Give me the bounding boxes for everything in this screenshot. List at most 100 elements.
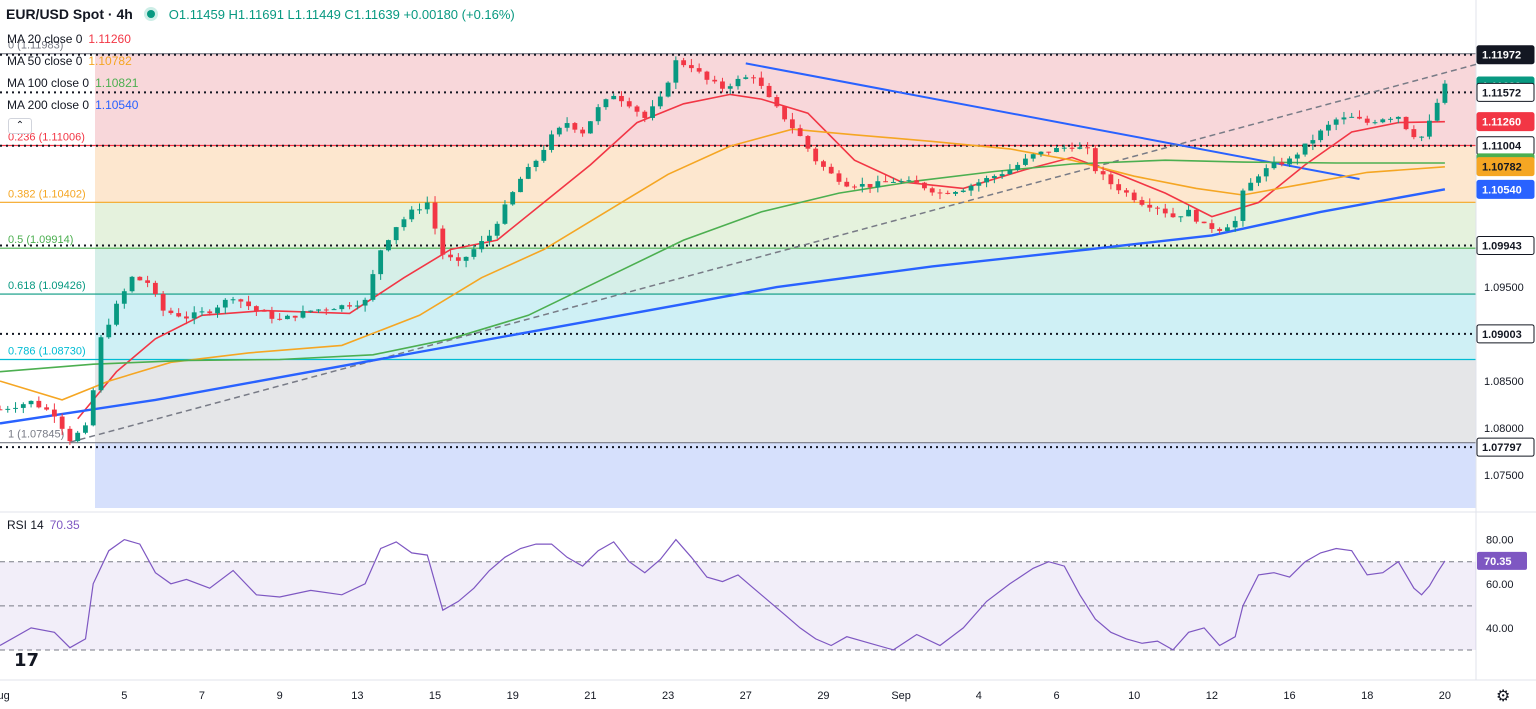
x-tick-label: 10: [1128, 690, 1140, 702]
candle-body: [766, 85, 772, 98]
candle-body: [59, 416, 65, 429]
candle-body: [230, 299, 236, 301]
candle-body: [463, 256, 469, 261]
candle-body: [1116, 184, 1122, 191]
price-tag-label: 1.11572: [1482, 87, 1521, 99]
candle-body: [222, 299, 228, 308]
x-tick-label: 13: [351, 690, 363, 702]
price-tag-box: [1476, 157, 1535, 177]
candle-body: [386, 240, 391, 251]
candle-body: [98, 337, 104, 391]
candle-body: [751, 77, 756, 79]
candle-body: [782, 106, 788, 120]
settings-gear-icon[interactable]: ⚙: [1496, 688, 1511, 705]
fib-zone: [95, 145, 1476, 203]
candle-body: [720, 81, 725, 89]
candle-body: [867, 183, 873, 188]
price-tag-box: [1476, 235, 1535, 255]
candle-body: [549, 134, 554, 150]
symbol-title[interactable]: EUR/USD Spot · 4h: [6, 6, 133, 22]
candle-body: [657, 96, 663, 107]
candle-body: [805, 136, 811, 149]
candle-body: [176, 313, 182, 317]
candle-body: [354, 305, 360, 307]
candle-body: [1131, 192, 1137, 201]
candle-body: [51, 409, 57, 417]
candle-body: [1279, 162, 1285, 165]
candle-body: [1403, 116, 1409, 130]
candle-body: [696, 68, 702, 72]
chart-header: EUR/USD Spot · 4h O1.11459 H1.11691 L1.1…: [6, 6, 515, 22]
ma-20-value: 1.11260: [88, 32, 131, 46]
price-tag: 1.07797: [1476, 437, 1535, 457]
x-tick-label: 20: [1439, 690, 1451, 702]
candle-body: [603, 99, 609, 108]
candle-body: [634, 106, 640, 112]
collapse-legend-button[interactable]: ⌃: [8, 118, 32, 134]
candle-body: [1077, 147, 1083, 149]
candle-body: [945, 192, 951, 194]
price-tag-label: 1.11004: [1482, 141, 1522, 153]
candle-body: [1178, 216, 1184, 218]
candle-body: [1108, 174, 1114, 185]
candle-body: [906, 180, 912, 182]
candle-body: [789, 119, 795, 129]
ma-20-legend[interactable]: MA 20 close 0 1.11260: [7, 32, 131, 46]
fib-label: 0.618 (1.09426): [8, 280, 86, 292]
candle-body: [673, 60, 679, 83]
candle-body: [774, 97, 780, 107]
candle-body: [1364, 118, 1370, 123]
ma-100-legend[interactable]: MA 100 close 0 1.10821: [7, 76, 138, 90]
candle-body: [1038, 151, 1044, 155]
y-tick-label: 1.08500: [1484, 376, 1524, 388]
candle-body: [968, 185, 974, 191]
fib-zone: [95, 53, 1476, 146]
candle-body: [587, 121, 593, 134]
candle-body: [5, 408, 11, 410]
candle-body: [914, 180, 920, 183]
candle-body: [1310, 140, 1316, 144]
x-tick-label: 6: [1053, 690, 1059, 702]
candle-body: [1193, 209, 1199, 222]
fib-label: 0.786 (1.08730): [8, 345, 86, 357]
x-tick-label: 27: [740, 690, 752, 702]
candle-body: [650, 106, 655, 118]
candle-body: [510, 192, 516, 205]
candle-body: [572, 123, 578, 130]
candle-body: [960, 190, 966, 192]
candle-body: [727, 86, 733, 89]
candle-body: [323, 309, 329, 311]
ma-200-legend[interactable]: MA 200 close 0 1.10540: [7, 98, 138, 112]
candle-body: [1170, 213, 1176, 218]
candle-body: [401, 219, 407, 228]
x-tick-label: Sep: [891, 690, 911, 702]
candle-body: [191, 312, 197, 319]
rsi-value-tag: [1477, 551, 1527, 570]
candle-body: [1069, 147, 1075, 149]
candle-body: [556, 127, 562, 135]
candle-body: [525, 167, 531, 179]
candle-body: [976, 182, 982, 186]
candle-body: [1263, 168, 1269, 177]
candle-body: [883, 181, 889, 183]
tradingview-logo: 17: [14, 650, 40, 671]
ma-200-label: MA 200 close 0: [7, 98, 90, 112]
rsi-legend[interactable]: RSI 14 70.35: [7, 518, 80, 532]
candle-body: [137, 276, 143, 281]
candle-body: [844, 181, 850, 187]
candle-body: [253, 306, 259, 311]
market-status-dot: [146, 10, 155, 18]
price-tag-label: 1.11972: [1482, 50, 1521, 62]
ma-50-legend[interactable]: MA 50 close 0 1.10782: [7, 54, 132, 68]
price-tag-label: 1.09943: [1482, 240, 1522, 252]
candle-body: [160, 293, 166, 311]
candle-body: [285, 315, 290, 320]
candle-body: [1434, 102, 1440, 121]
candle-body: [859, 183, 865, 187]
ma-200-value: 1.10540: [95, 98, 139, 112]
candle-body: [1201, 221, 1207, 224]
candle-body: [595, 107, 601, 122]
candle-body: [494, 223, 500, 236]
candle-body: [1349, 116, 1355, 118]
